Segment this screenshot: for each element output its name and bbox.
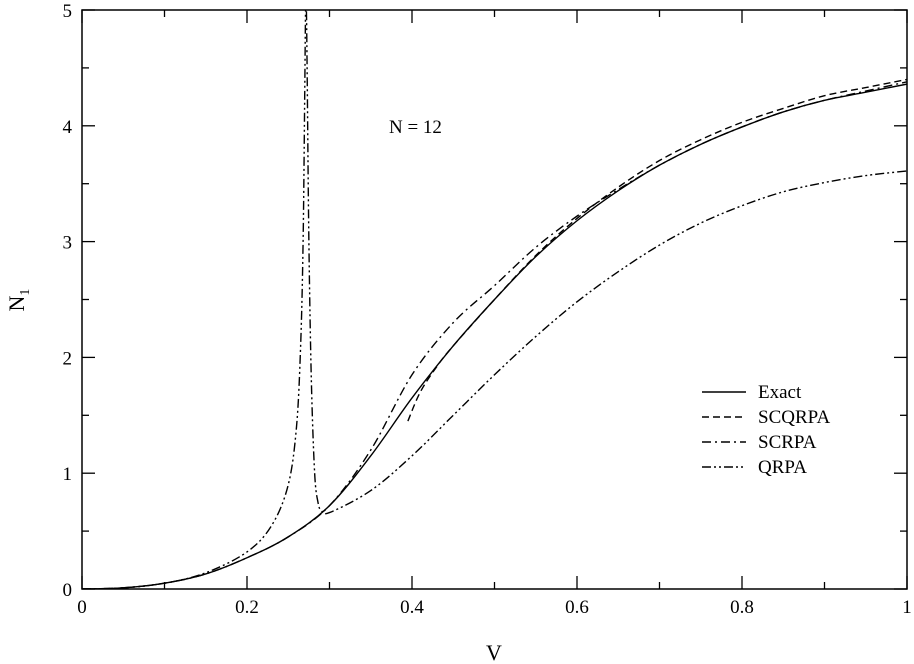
legend-label-qrpa: QRPA bbox=[758, 457, 807, 478]
x-tick-label: 0 bbox=[77, 597, 87, 618]
y-axis-title-sub: 1 bbox=[18, 289, 33, 296]
legend: Exact SCQRPA SCRPA QRPA bbox=[702, 382, 830, 478]
x-tick-label: 1 bbox=[902, 597, 912, 618]
y-tick-label: 1 bbox=[63, 464, 73, 485]
y-tick-label: 2 bbox=[63, 348, 73, 369]
x-tick-label: 0.6 bbox=[565, 597, 589, 618]
y-tick-label: 5 bbox=[63, 1, 73, 22]
ticks: 0 0.2 0.4 0.6 0.8 1 0 1 2 3 4 5 bbox=[63, 1, 912, 618]
annotation-n: N = 12 bbox=[389, 117, 442, 138]
y-tick-label: 3 bbox=[63, 233, 73, 254]
y-tick-label: 4 bbox=[63, 117, 73, 138]
legend-label-scrpa: SCRPA bbox=[758, 432, 817, 453]
y-axis-title-main: N bbox=[4, 295, 29, 311]
legend-label-scqrpa: SCQRPA bbox=[758, 407, 830, 428]
x-tick-label: 0.8 bbox=[730, 597, 754, 618]
series-line-scrpa bbox=[82, 81, 907, 589]
legend-label-exact: Exact bbox=[758, 382, 802, 403]
series-lines bbox=[82, 10, 907, 589]
svg-text:N1: N1 bbox=[4, 289, 33, 312]
y-tick-label: 0 bbox=[63, 580, 73, 601]
series-line-scqrpa bbox=[407, 78, 907, 422]
x-axis-title: V bbox=[486, 640, 502, 664]
x-tick-label: 0.4 bbox=[400, 597, 424, 618]
series-line-exact bbox=[82, 83, 907, 589]
series-line-qrpa bbox=[82, 10, 907, 589]
x-tick-label: 0.2 bbox=[235, 597, 259, 618]
y-axis-title: N1 bbox=[4, 289, 33, 312]
